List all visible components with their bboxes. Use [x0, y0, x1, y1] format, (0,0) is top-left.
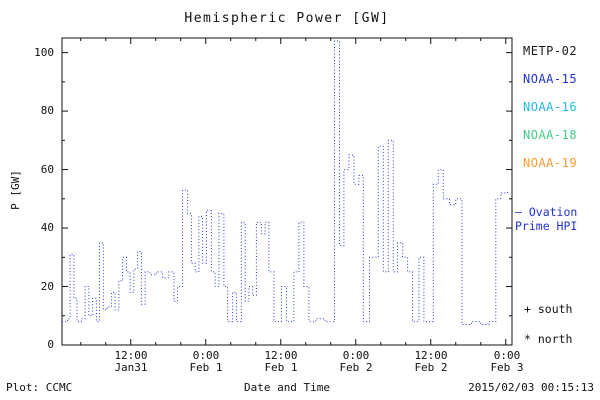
legend-item-noaa-19: NOAA-19	[523, 156, 578, 170]
x-tick-feb3-00: 0:00 Feb 3	[476, 350, 538, 374]
x-tick-feb1-12: 12:00 Feb 1	[250, 350, 312, 374]
legend-ovation-line1: – Ovation	[515, 205, 578, 219]
legend-marker-south: + south	[524, 302, 573, 316]
plot-timestamp: 2015/02/03 00:15:13	[468, 381, 594, 394]
legend-item-noaa-16: NOAA-16	[523, 100, 578, 114]
plot-source-label: Plot: CCMC	[6, 381, 73, 394]
x-tick-time: 0:00	[342, 349, 370, 362]
x-tick-date: Feb 2	[339, 361, 373, 374]
legend-marker-north: * north	[524, 332, 573, 346]
y-tick-20: 20	[40, 280, 54, 293]
y-tick-60: 60	[40, 163, 54, 176]
legend-item-noaa-15: NOAA-15	[523, 72, 578, 86]
legend-item-metp-02: METP-02	[523, 44, 578, 58]
x-tick-date: Feb 1	[264, 361, 298, 374]
y-tick-80: 80	[40, 104, 54, 117]
x-tick-date: Feb 2	[414, 361, 448, 374]
x-tick-feb2-00: 0:00 Feb 2	[325, 350, 387, 374]
x-tick-feb1-00: 0:00 Feb 1	[175, 350, 237, 374]
y-tick-100: 100	[34, 46, 54, 59]
x-tick-jan31-12: 12:00 Jan31	[100, 350, 162, 374]
legend-ovation-prime-hpi: – Ovation Prime HPI	[515, 205, 577, 233]
y-tick-0: 0	[47, 338, 54, 351]
y-tick-40: 40	[40, 221, 54, 234]
x-tick-feb2-12: 12:00 Feb 2	[400, 350, 462, 374]
x-tick-time: 0:00	[192, 349, 220, 362]
x-tick-date: Feb 3	[490, 361, 524, 374]
x-tick-date: Jan31	[114, 361, 148, 374]
x-axis-label: Date and Time	[243, 381, 331, 394]
x-tick-time: 0:00	[493, 349, 521, 362]
legend-ovation-line2: Prime HPI	[515, 219, 578, 233]
x-tick-date: Feb 1	[189, 361, 223, 374]
legend-item-noaa-18: NOAA-18	[523, 128, 578, 142]
chart-title: Hemispheric Power [GW]	[184, 11, 390, 26]
x-tick-time: 12:00	[114, 349, 148, 362]
x-tick-time: 12:00	[264, 349, 298, 362]
x-tick-time: 12:00	[414, 349, 448, 362]
